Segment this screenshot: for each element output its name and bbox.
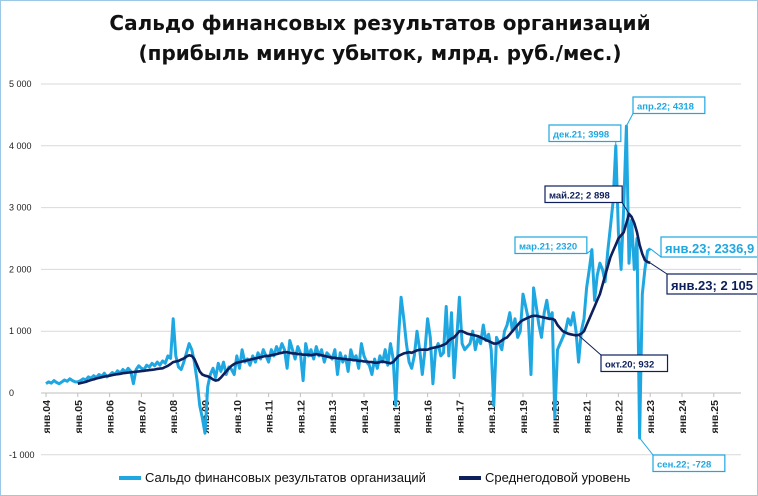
data-label-leader [649, 248, 662, 258]
data-label-text: янв.23; 2336,9 [665, 241, 754, 256]
chart-title: Сальдо финансовых результатов организаци… [109, 11, 651, 35]
series-line-monthly [45, 124, 652, 440]
data-label: мар.21; 2320 [514, 236, 593, 255]
data-label-box [600, 354, 669, 373]
y-tick-label: -1 000 [9, 450, 35, 460]
legend-swatch-average [459, 475, 481, 480]
data-label-text: сен.22; -728 [657, 460, 711, 471]
x-tick-label: янв.06 [105, 400, 117, 434]
data-label-box [544, 185, 623, 204]
data-label-leader [578, 335, 602, 356]
y-tick-label: 5 000 [9, 79, 32, 89]
x-tick-label: янв.23 [645, 400, 657, 434]
data-label-leader [621, 202, 630, 215]
x-tick-label: янв.12 [295, 400, 307, 434]
x-tick-label: янв.13 [327, 400, 339, 434]
x-tick-label: янв.17 [454, 400, 466, 434]
x-tick-label: янв.08 [168, 400, 180, 434]
x-tick-label: янв.22 [613, 400, 625, 434]
x-tick-label: янв.11 [264, 400, 276, 433]
data-label-leader [586, 249, 593, 254]
x-tick-label: янв.19 [518, 400, 530, 434]
data-label-text: май.22; 2 898 [549, 191, 610, 202]
y-tick-label: 4 000 [9, 141, 32, 151]
x-tick-label: янв.18 [486, 400, 498, 434]
data-label: сен.22; -728 [639, 437, 726, 473]
data-label-leader [649, 262, 668, 275]
data-label-text: апр.22; 4318 [637, 102, 694, 113]
data-label-box [660, 236, 757, 258]
data-label: янв.23; 2 105 [649, 262, 757, 295]
data-label: май.22; 2 898 [544, 185, 630, 215]
data-label-text: окт.20; 932 [605, 360, 654, 371]
data-label-text: дек.21; 3998 [553, 130, 609, 141]
series-line-average [77, 212, 651, 385]
data-label-box [514, 236, 588, 255]
data-label: янв.23; 2336,9 [649, 236, 757, 258]
data-label: окт.20; 932 [578, 335, 669, 373]
data-label: апр.22; 4318 [625, 96, 706, 127]
data-label-leader [625, 113, 634, 127]
y-tick-label: 0 [9, 388, 14, 398]
data-label-text: янв.23; 2 105 [671, 278, 753, 293]
x-tick-label: янв.07 [136, 400, 148, 434]
x-tick-label: янв.14 [359, 400, 371, 434]
chart-subtitle: (прибыль минус убыток, млрд. руб./мес.) [138, 41, 622, 65]
legend-item-average: Среднегодовой уровень [459, 470, 630, 485]
x-tick-label: янв.05 [73, 400, 85, 434]
data-label-leader [639, 437, 654, 456]
legend-item-monthly: Сальдо финансовых результатов организаци… [119, 470, 426, 485]
legend-label-monthly: Сальдо финансовых результатов организаци… [145, 470, 426, 485]
x-tick-label: янв.25 [709, 400, 721, 434]
legend-swatch-monthly [119, 475, 141, 480]
data-label-box [632, 96, 706, 115]
data-label-box [666, 273, 757, 295]
x-tick-label: янв.16 [423, 400, 435, 434]
x-tick-label: янв.21 [582, 400, 594, 434]
y-tick-label: 1 000 [9, 326, 32, 336]
x-tick-label: янв.24 [677, 400, 689, 434]
x-tick-label: янв.10 [232, 400, 244, 434]
data-label-box [652, 454, 726, 473]
data-label-text: мар.21; 2320 [519, 242, 577, 253]
x-tick-label: янв.04 [41, 400, 53, 434]
y-tick-label: 2 000 [9, 264, 32, 274]
x-tick-label: янв.15 [391, 400, 403, 434]
legend-label-average: Среднегодовой уровень [485, 470, 631, 485]
data-label-box [548, 124, 622, 143]
data-label: дек.21; 3998 [548, 124, 622, 146]
y-tick-label: 3 000 [9, 203, 32, 213]
